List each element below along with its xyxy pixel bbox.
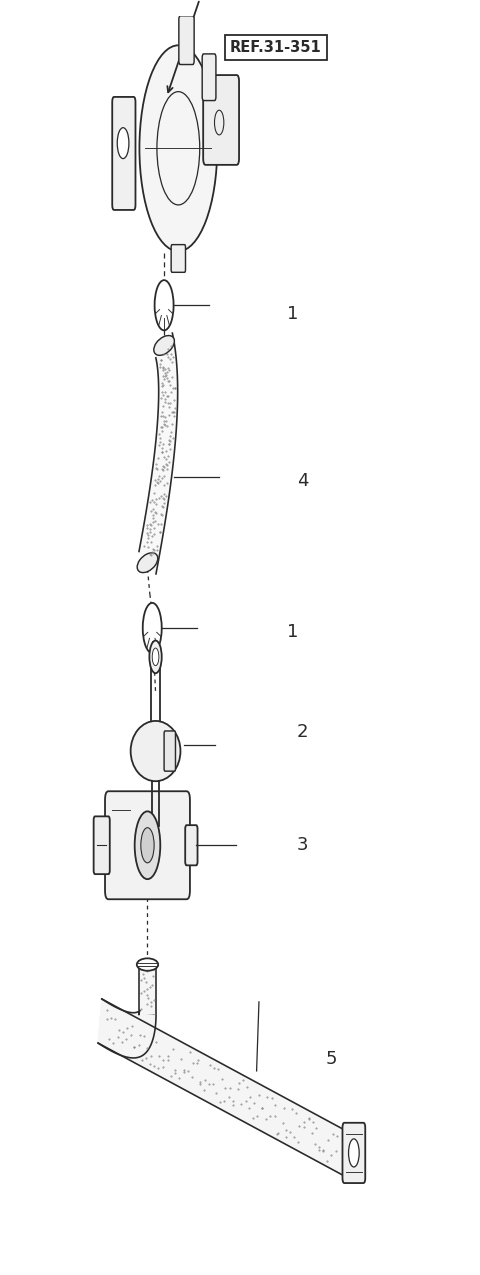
Circle shape [152,648,159,666]
Text: REF.31-351: REF.31-351 [230,41,322,55]
FancyBboxPatch shape [164,731,176,771]
Ellipse shape [154,335,174,356]
Circle shape [348,1139,359,1167]
Ellipse shape [137,553,158,572]
Circle shape [117,128,129,158]
FancyBboxPatch shape [171,245,185,273]
FancyBboxPatch shape [342,1123,365,1183]
Circle shape [143,603,162,653]
Polygon shape [98,1000,156,1058]
Text: 3: 3 [297,836,309,854]
FancyBboxPatch shape [179,15,194,65]
Circle shape [141,827,154,863]
Circle shape [155,280,174,330]
FancyBboxPatch shape [185,825,198,866]
FancyBboxPatch shape [203,75,239,164]
Text: 2: 2 [297,723,309,741]
Circle shape [135,811,160,880]
FancyBboxPatch shape [94,816,110,875]
Ellipse shape [131,720,180,782]
Text: 1: 1 [288,622,299,641]
Text: 1: 1 [288,305,299,323]
FancyBboxPatch shape [202,54,216,101]
FancyBboxPatch shape [112,97,135,210]
Ellipse shape [137,959,158,970]
Circle shape [149,640,162,673]
Polygon shape [98,998,346,1176]
FancyBboxPatch shape [105,792,190,899]
Text: 4: 4 [297,472,309,490]
FancyBboxPatch shape [139,961,156,1015]
Polygon shape [139,333,178,574]
Circle shape [139,46,217,251]
Text: 5: 5 [325,1049,337,1067]
